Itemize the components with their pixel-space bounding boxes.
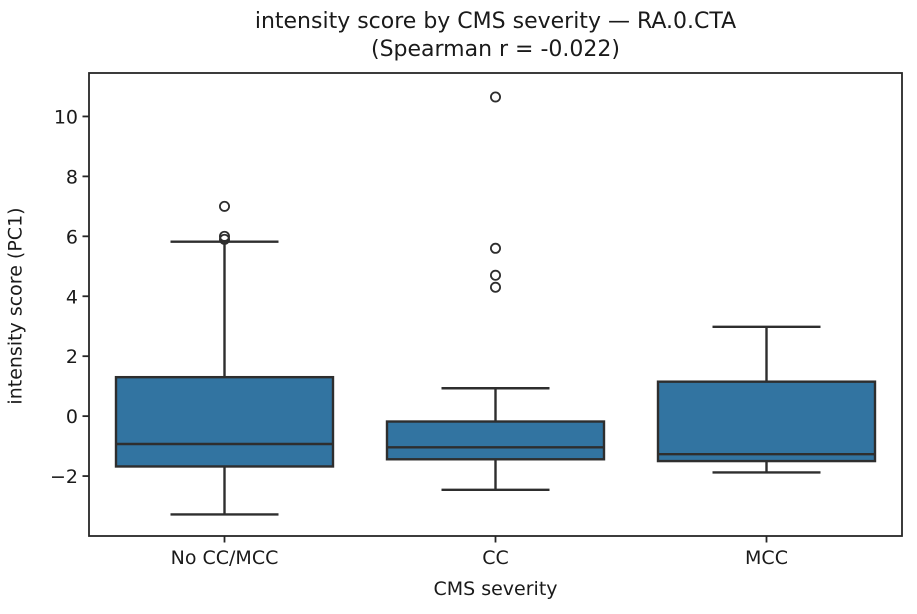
y-tick-label: 2 [66,346,78,368]
outlier-point [218,200,230,212]
iqr-box [656,380,877,463]
y-tick-label: 10 [54,106,78,128]
x-axis-label: CMS severity [433,578,558,600]
y-tick-label: 4 [66,286,78,308]
iqr-box [114,375,335,468]
chart-title-line2: (Spearman r = -0.022) [370,37,620,62]
outlier-point [489,281,501,293]
outlier-point [489,269,501,281]
y-tick-label: −2 [50,466,78,488]
box-group-3 [656,325,877,474]
y-tick-label: 0 [66,406,78,428]
outlier-point [218,230,230,242]
y-tick-label: 6 [66,226,78,248]
iqr-box [385,420,606,461]
x-tick-label: MCC [745,547,788,569]
y-tick-label: 8 [66,166,78,188]
box-group-2 [385,91,606,492]
chart-title: intensity score by CMS severity — RA.0.C… [89,8,902,64]
outlier-point [489,242,501,254]
x-tick-label: No CC/MCC [171,547,279,569]
chart-title-line1: intensity score by CMS severity — RA.0.C… [254,9,737,34]
x-tick-label: CC [482,547,509,569]
plot-border [88,72,903,537]
outlier-point [489,91,501,103]
y-axis-label: intensity score (PC1) [4,207,27,405]
box-group-1 [114,200,335,516]
